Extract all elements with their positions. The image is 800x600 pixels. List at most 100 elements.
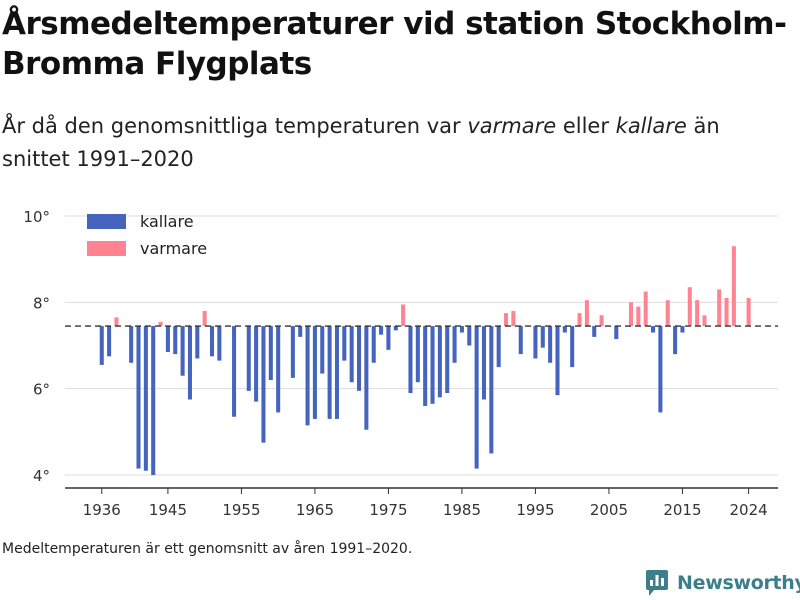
x-tick-label: 1955 xyxy=(222,501,260,519)
bar-1980 xyxy=(423,326,428,406)
bar-2017 xyxy=(695,300,700,327)
chart-title: Årsmedeltemperaturer vid station Stockho… xyxy=(2,6,787,82)
x-tick-label: 1936 xyxy=(83,501,121,519)
bar-1970 xyxy=(349,326,354,383)
subtitle-warm-word: varmare xyxy=(467,114,557,138)
bar-2008 xyxy=(628,302,634,327)
bar-1963 xyxy=(298,326,303,337)
bar-1984 xyxy=(452,326,457,363)
bar-1964 xyxy=(305,326,310,426)
bar-1976 xyxy=(393,326,398,331)
x-tick-label: 1995 xyxy=(516,501,554,519)
x-tick-label: 1945 xyxy=(149,501,187,519)
bar-1950 xyxy=(202,310,207,327)
bar-1957 xyxy=(254,326,259,402)
bar-1942 xyxy=(143,326,148,471)
y-tick-label: 6° xyxy=(33,381,50,399)
subtitle-part2: eller xyxy=(556,114,616,138)
bar-1962 xyxy=(290,326,295,378)
bar-1951 xyxy=(209,326,215,357)
bar-2000 xyxy=(570,326,575,368)
bar-2022 xyxy=(731,246,736,327)
bar-2024 xyxy=(746,298,751,327)
chart-subtitle: År då den genomsnittliga temperaturen va… xyxy=(2,110,792,176)
legend-swatch-kallare xyxy=(87,214,126,229)
bar-1972 xyxy=(364,326,369,430)
bar-1936 xyxy=(99,326,104,365)
bar-1966 xyxy=(320,326,325,374)
bar-1944 xyxy=(158,321,163,327)
bar-1986 xyxy=(467,326,472,346)
bar-1956 xyxy=(246,326,251,391)
temperature-bar-chart: 4° 6° 8° 10° 1936 1945 1955 1965 1975 1985 1995 200… xyxy=(23,208,778,519)
bar-2003 xyxy=(592,326,597,337)
bar-1958 xyxy=(261,326,266,443)
bar-2012 xyxy=(658,326,663,413)
bar-1949 xyxy=(195,326,200,359)
subtitle-part3: än snittet 1991–2020 xyxy=(2,114,720,171)
bar-2001 xyxy=(577,313,582,327)
bar-2004 xyxy=(599,315,604,327)
bar-1974 xyxy=(379,326,384,335)
footnote: Medeltemperaturen är ett genomsnitt av å… xyxy=(2,541,413,557)
subtitle-part1: År då den genomsnittliga temperaturen va… xyxy=(2,114,468,138)
bar-1938 xyxy=(114,317,119,327)
bar-2018 xyxy=(702,315,707,327)
x-tick-label: 1985 xyxy=(443,501,481,519)
bar-1947 xyxy=(180,326,185,376)
bar-1967 xyxy=(327,326,332,419)
bar-2015 xyxy=(680,326,685,333)
y-tick-label: 10° xyxy=(23,208,50,226)
bar-1937 xyxy=(107,326,112,357)
bar-2016 xyxy=(687,287,692,327)
bar-1979 xyxy=(415,326,420,383)
bar-1987 xyxy=(474,326,479,469)
bar-1983 xyxy=(445,326,450,393)
legend-swatch-varmare xyxy=(87,241,126,256)
x-tick-label: 1965 xyxy=(296,501,334,519)
bar-1941 xyxy=(136,326,141,469)
bar-1940 xyxy=(129,326,134,363)
subtitle-cold-word: kallare xyxy=(615,114,687,138)
bar-1946 xyxy=(173,326,178,355)
legend-label-varmare: varmare xyxy=(140,239,207,258)
bar-1977 xyxy=(401,304,406,327)
bar-1954 xyxy=(232,326,237,417)
bar-1981 xyxy=(430,326,435,404)
bar-1990 xyxy=(496,326,501,368)
bar-2011 xyxy=(651,326,656,333)
bar-1943 xyxy=(151,326,156,476)
bar-2020 xyxy=(717,289,722,327)
bar-1991 xyxy=(504,313,509,327)
bar-1989 xyxy=(489,326,494,454)
bar-2002 xyxy=(584,300,589,327)
y-tick-label: 4° xyxy=(33,467,50,485)
x-tick-label: 2015 xyxy=(663,501,701,519)
y-tick-label: 8° xyxy=(33,294,50,312)
bar-1998 xyxy=(555,326,560,396)
bar-2013 xyxy=(665,300,670,327)
bar-1992 xyxy=(511,310,516,327)
bar-2021 xyxy=(724,298,729,327)
bar-1948 xyxy=(187,326,192,400)
bar-1999 xyxy=(562,326,567,333)
bar-1945 xyxy=(165,326,170,352)
bar-2010 xyxy=(643,291,648,327)
bar-1995 xyxy=(533,326,538,359)
bar-1975 xyxy=(386,326,391,350)
bar-1973 xyxy=(371,326,376,363)
bar-1978 xyxy=(408,326,413,393)
bar-1971 xyxy=(356,326,362,391)
bar-2009 xyxy=(636,306,641,327)
bar-1968 xyxy=(334,326,339,419)
x-tick-label: 2005 xyxy=(590,501,628,519)
bar-1996 xyxy=(540,326,545,348)
bar-1969 xyxy=(342,326,347,361)
bar-1982 xyxy=(437,326,442,398)
bar-1997 xyxy=(548,326,553,363)
brand-name: Newsworthy xyxy=(677,572,800,594)
bar-1960 xyxy=(276,326,281,413)
newsworthy-brand: Newsworthy xyxy=(645,568,800,598)
bar-1952 xyxy=(217,326,222,361)
bar-2014 xyxy=(673,326,678,355)
